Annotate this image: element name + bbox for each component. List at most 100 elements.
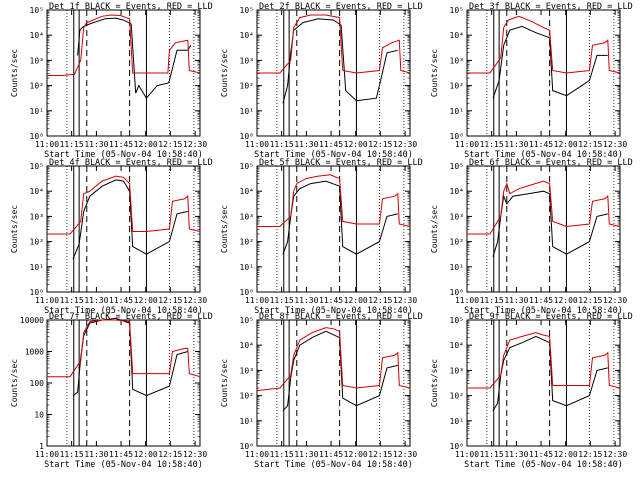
y-tick-label: 10⁴ bbox=[450, 187, 464, 196]
x-tick-label: 11:30 bbox=[504, 296, 528, 305]
x-tick-label: 12:30 bbox=[393, 296, 417, 305]
x-tick-label: 11:15 bbox=[270, 450, 294, 459]
x-tick-label: 12:00 bbox=[554, 450, 578, 459]
x-tick-label: 11:30 bbox=[294, 296, 318, 305]
x-tick-label: 11:30 bbox=[504, 140, 528, 149]
y-tick-label: 1000 bbox=[25, 348, 44, 357]
series-lld-line bbox=[47, 14, 201, 76]
plot-frame bbox=[256, 319, 411, 447]
x-tick-label: 11:45 bbox=[529, 450, 553, 459]
x-tick-label: 11:45 bbox=[319, 296, 343, 305]
panel-title: Det 3f BLACK = Events, RED = LLD bbox=[469, 2, 633, 12]
y-axis-label: Counts/sec bbox=[430, 205, 439, 253]
plot-frame bbox=[466, 319, 621, 447]
series-events-line bbox=[492, 190, 608, 257]
y-tick-label: 10² bbox=[240, 238, 254, 247]
panel-title: Det 7f BLACK = Events, RED = LLD bbox=[49, 312, 213, 322]
x-tick-label: 11:30 bbox=[294, 450, 318, 459]
panel-title: Det 5f BLACK = Events, RED = LLD bbox=[259, 158, 423, 168]
x-tick-label: 11:00 bbox=[35, 296, 59, 305]
x-tick-label: 12:30 bbox=[393, 140, 417, 149]
x-tick-label: 12:15 bbox=[578, 450, 602, 459]
y-axis-label: Counts/sec bbox=[10, 359, 19, 407]
series-lld-line bbox=[257, 174, 411, 227]
x-tick-label: 11:45 bbox=[109, 450, 133, 459]
y-tick-label: 10¹ bbox=[450, 263, 464, 272]
y-tick-label: 10² bbox=[450, 238, 464, 247]
y-axis-label: Counts/sec bbox=[10, 49, 19, 97]
x-tick-label: 12:00 bbox=[344, 140, 368, 149]
y-tick-label: 10⁴ bbox=[30, 187, 44, 196]
y-tick-label: 10000 bbox=[20, 316, 44, 325]
x-axis-label: Start Time (05-Nov-04 10:58:40) bbox=[44, 460, 203, 470]
x-axis-label: Start Time (05-Nov-04 10:58:40) bbox=[464, 460, 623, 470]
x-tick-label: 12:00 bbox=[344, 296, 368, 305]
x-tick-label: 12:00 bbox=[344, 450, 368, 459]
y-tick-label: 10² bbox=[240, 392, 254, 401]
detector-panel-7: 1 10 100 1000 10000 11:00 11:15 11:30 11:45 12:00… bbox=[10, 312, 213, 470]
y-tick-label: 10⁰ bbox=[30, 132, 44, 141]
y-tick-label: 1 bbox=[39, 442, 44, 451]
plot-frame bbox=[46, 9, 201, 137]
x-axis-label: Start Time (05-Nov-04 10:58:40) bbox=[464, 306, 623, 316]
panel-title: Det 1f BLACK = Events, RED = LLD bbox=[49, 2, 213, 12]
y-tick-label: 10⁵ bbox=[240, 316, 254, 325]
series-events-line bbox=[282, 18, 398, 104]
x-tick-label: 11:00 bbox=[455, 296, 479, 305]
x-tick-label: 11:00 bbox=[245, 140, 269, 149]
y-tick-label: 10² bbox=[450, 392, 464, 401]
x-tick-label: 11:45 bbox=[109, 140, 133, 149]
y-tick-label: 10² bbox=[240, 82, 254, 91]
y-tick-label: 10¹ bbox=[450, 417, 464, 426]
x-tick-label: 11:30 bbox=[504, 450, 528, 459]
y-tick-label: 10⁵ bbox=[30, 6, 44, 15]
x-tick-label: 11:30 bbox=[84, 140, 108, 149]
y-tick-label: 10³ bbox=[450, 56, 464, 65]
x-tick-label: 12:15 bbox=[368, 296, 392, 305]
y-tick-label: 10¹ bbox=[240, 263, 254, 272]
x-tick-label: 11:15 bbox=[270, 140, 294, 149]
x-tick-label: 11:15 bbox=[270, 296, 294, 305]
x-tick-label: 12:15 bbox=[578, 140, 602, 149]
x-tick-label: 11:00 bbox=[35, 140, 59, 149]
x-tick-label: 11:30 bbox=[84, 296, 108, 305]
y-tick-label: 10⁰ bbox=[240, 288, 254, 297]
x-tick-label: 11:15 bbox=[480, 296, 504, 305]
panel-title: Det 9f BLACK = Events, RED = LLD bbox=[469, 312, 633, 322]
y-tick-label: 10⁵ bbox=[30, 162, 44, 171]
x-tick-label: 12:15 bbox=[578, 296, 602, 305]
y-tick-label: 100 bbox=[30, 379, 45, 388]
y-axis-label: Counts/sec bbox=[220, 359, 229, 407]
y-tick-label: 10¹ bbox=[240, 107, 254, 116]
plot-frame bbox=[46, 319, 201, 447]
x-tick-label: 11:45 bbox=[319, 140, 343, 149]
x-tick-label: 12:00 bbox=[134, 140, 158, 149]
series-lld-line bbox=[47, 175, 201, 235]
y-tick-label: 10⁵ bbox=[450, 162, 464, 171]
y-tick-label: 10⁰ bbox=[450, 442, 464, 451]
y-tick-label: 10⁴ bbox=[240, 341, 254, 350]
y-tick-label: 10⁰ bbox=[240, 132, 254, 141]
x-axis-label: Start Time (05-Nov-04 10:58:40) bbox=[44, 306, 203, 316]
plot-frame bbox=[256, 165, 411, 293]
x-tick-label: 12:30 bbox=[393, 450, 417, 459]
x-tick-label: 12:30 bbox=[183, 296, 207, 305]
y-tick-label: 10¹ bbox=[30, 263, 44, 272]
series-lld-line bbox=[467, 332, 621, 389]
x-tick-label: 12:15 bbox=[158, 450, 182, 459]
y-tick-label: 10⁴ bbox=[450, 341, 464, 350]
y-tick-label: 10¹ bbox=[240, 417, 254, 426]
y-tick-label: 10³ bbox=[240, 56, 254, 65]
x-tick-label: 11:45 bbox=[529, 140, 553, 149]
x-tick-label: 12:00 bbox=[134, 296, 158, 305]
x-tick-label: 12:30 bbox=[183, 140, 207, 149]
x-tick-label: 11:45 bbox=[319, 450, 343, 459]
y-tick-label: 10⁵ bbox=[450, 6, 464, 15]
x-tick-label: 12:00 bbox=[554, 296, 578, 305]
y-tick-label: 10³ bbox=[30, 56, 44, 65]
x-tick-label: 11:00 bbox=[245, 296, 269, 305]
x-tick-label: 11:45 bbox=[109, 296, 133, 305]
